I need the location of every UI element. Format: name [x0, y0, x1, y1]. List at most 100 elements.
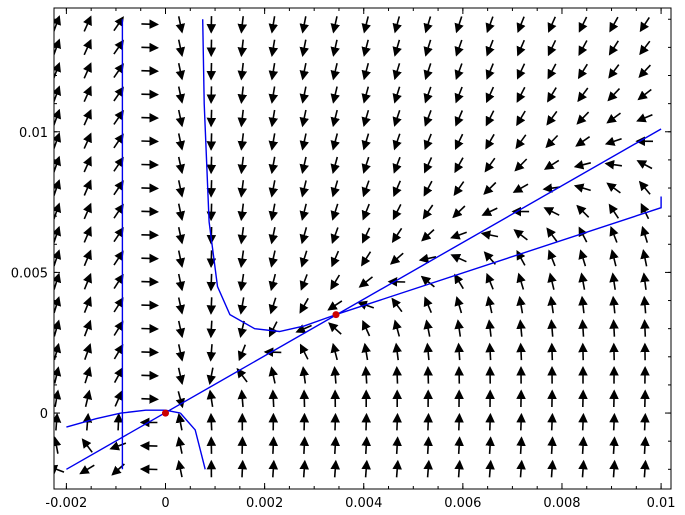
field-arrow	[640, 202, 650, 220]
field-arrow	[578, 319, 588, 337]
field-arrow	[423, 157, 433, 174]
field-arrow	[113, 273, 124, 290]
field-arrow	[299, 39, 309, 57]
field-arrow	[423, 39, 433, 57]
field-arrow	[175, 227, 186, 245]
field-arrow	[299, 366, 310, 384]
field-arrow	[83, 85, 92, 103]
field-arrow	[453, 181, 465, 197]
field-arrow	[485, 39, 495, 57]
field-arrow	[175, 391, 185, 409]
field-arrow	[484, 157, 496, 173]
trajectory-curve	[179, 412, 206, 470]
field-arrow	[578, 249, 588, 267]
field-arrow	[175, 344, 186, 362]
field-arrow	[141, 113, 159, 123]
y-tick-label: 0.01	[19, 126, 48, 141]
field-arrow	[330, 436, 341, 454]
field-arrow	[547, 342, 557, 361]
field-arrow	[422, 204, 434, 220]
field-arrow	[547, 272, 557, 290]
field-arrow	[454, 296, 464, 314]
field-arrow	[299, 436, 310, 454]
field-arrow	[268, 459, 279, 478]
field-arrow	[361, 319, 371, 337]
field-arrow	[268, 203, 279, 221]
field-arrow	[609, 226, 619, 243]
axes: -0.002 0 0.002 0.004 0.006 0.008 0.01 0 0.005 0.0…	[11, 7, 676, 511]
field-arrow	[237, 297, 248, 315]
field-arrow	[547, 87, 557, 103]
field-arrow	[113, 343, 124, 360]
field-arrow	[83, 226, 92, 243]
field-arrow	[640, 459, 650, 478]
x-tick-label: 0	[161, 496, 169, 511]
field-arrow	[516, 16, 526, 33]
field-arrow	[609, 412, 619, 431]
field-arrow	[392, 319, 402, 337]
field-arrow	[392, 39, 402, 57]
field-arrow	[175, 133, 186, 151]
field-arrow	[330, 133, 340, 151]
y-tick-label: 0.005	[11, 266, 48, 281]
field-arrow	[547, 63, 557, 80]
field-arrow	[237, 16, 248, 34]
plot-frame	[53, 7, 672, 490]
field-arrow	[330, 180, 340, 198]
field-arrow	[82, 296, 92, 313]
field-arrow	[54, 436, 62, 454]
field-arrow	[299, 203, 309, 221]
field-arrow	[330, 86, 340, 104]
field-arrow	[82, 343, 92, 360]
field-arrow	[454, 39, 464, 57]
field-arrow	[82, 389, 93, 407]
field-arrow	[516, 86, 526, 103]
field-arrow	[83, 109, 92, 126]
field-arrow	[141, 19, 159, 29]
field-arrow	[54, 108, 62, 126]
field-arrow	[299, 62, 310, 81]
field-arrow	[113, 63, 124, 79]
field-arrow	[578, 40, 588, 57]
field-arrow	[83, 249, 92, 267]
equilibrium-point	[332, 311, 340, 319]
field-arrow	[609, 295, 619, 314]
field-arrow	[573, 160, 591, 170]
field-arrow	[114, 390, 123, 407]
field-arrow	[546, 110, 558, 126]
field-arrow	[418, 253, 437, 264]
field-arrow	[391, 227, 403, 244]
field-arrow	[330, 342, 340, 361]
field-arrow	[141, 42, 159, 53]
field-arrow	[423, 86, 433, 104]
field-arrow	[54, 61, 61, 79]
field-arrow	[454, 16, 464, 34]
field-arrow	[206, 133, 217, 151]
field-arrow	[263, 347, 282, 357]
field-arrow	[268, 273, 278, 292]
field-arrow	[175, 39, 186, 57]
field-arrow	[141, 277, 159, 287]
field-arrow	[327, 300, 343, 311]
field-arrow	[330, 227, 340, 245]
field-arrow	[452, 205, 466, 219]
field-arrow	[82, 319, 92, 337]
field-arrow	[640, 319, 650, 337]
field-arrow	[113, 180, 124, 196]
field-arrow	[423, 366, 433, 384]
field-arrow	[113, 297, 124, 313]
field-arrow	[175, 436, 186, 454]
field-arrow	[83, 38, 92, 56]
field-arrow	[391, 297, 403, 313]
field-arrow	[545, 134, 559, 149]
field-arrow	[83, 132, 92, 149]
field-arrow	[639, 40, 651, 56]
field-arrow	[392, 156, 402, 174]
field-arrow	[175, 250, 186, 268]
field-arrow	[299, 227, 309, 245]
field-arrow	[83, 179, 92, 196]
field-arrow	[206, 109, 217, 128]
field-arrow	[113, 203, 124, 219]
field-arrow	[361, 342, 371, 361]
field-arrow	[454, 63, 464, 81]
